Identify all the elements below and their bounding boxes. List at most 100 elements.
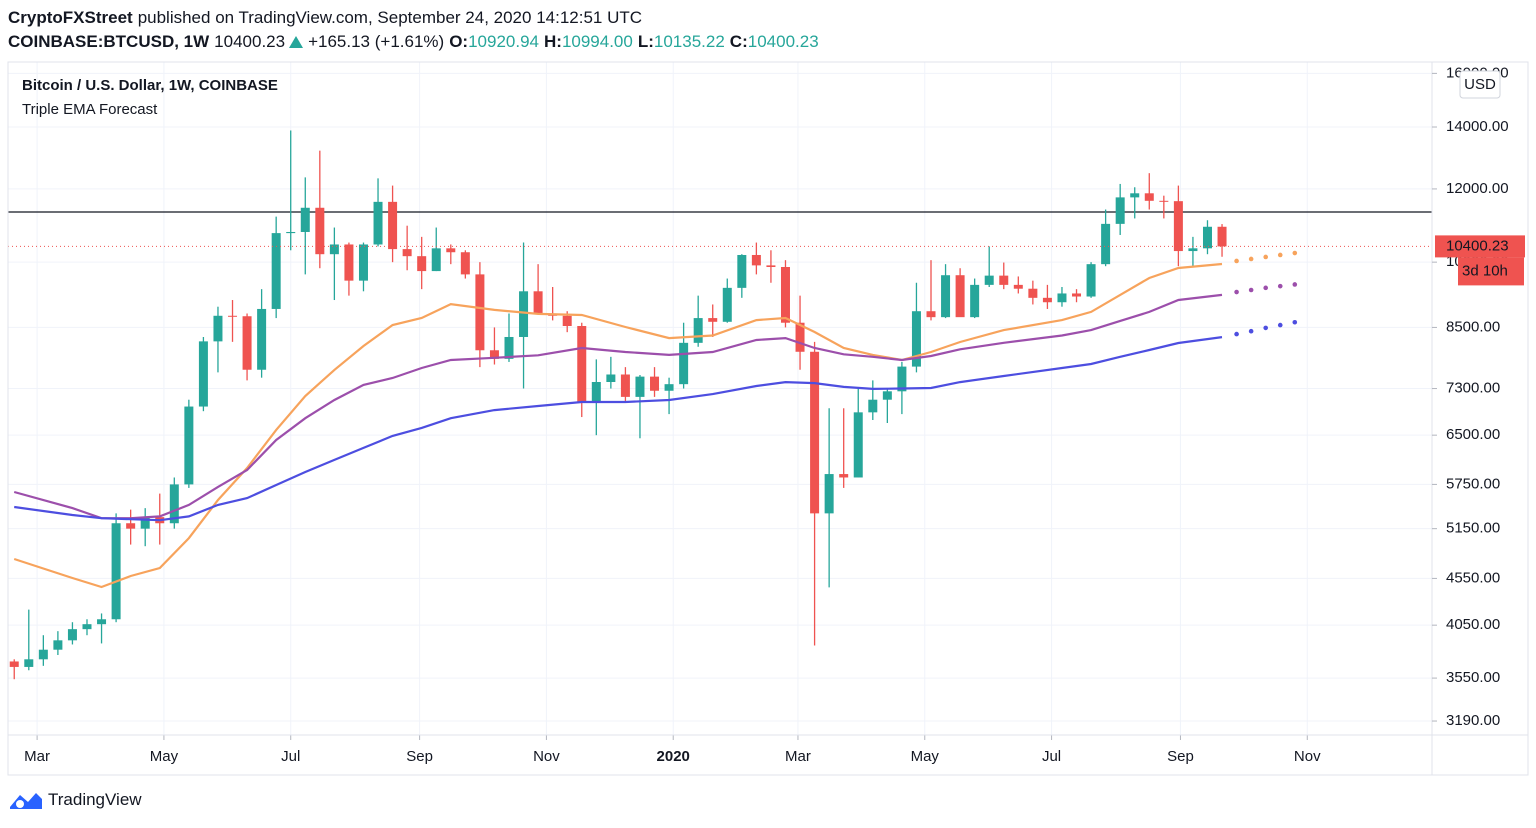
candle-body (1086, 264, 1096, 297)
candle-body (1159, 200, 1169, 202)
open-label: O: (449, 32, 469, 51)
candle-body (824, 474, 834, 514)
y-tick-label: 5150.00 (1446, 520, 1500, 537)
open-value: 10920.94 (468, 32, 539, 51)
candle-body (1028, 288, 1038, 298)
forecast-dot (1292, 282, 1298, 287)
forecast-dot (1277, 322, 1283, 328)
candle-body (999, 275, 1009, 285)
y-tick-label: 3190.00 (1446, 712, 1500, 729)
price-label: 10400.23 (1446, 237, 1509, 254)
forecast-dot (1263, 285, 1268, 291)
candle-body (111, 523, 121, 620)
candle-body (577, 326, 587, 402)
candle-body (606, 374, 616, 382)
candle-body (315, 207, 325, 255)
up-arrow (289, 36, 304, 48)
candle-body (97, 619, 107, 625)
forecast-dot (1234, 258, 1239, 264)
candle-body (853, 412, 863, 478)
candle-body (344, 244, 354, 281)
symbol: COINBASE:BTCUSD, 1W (8, 32, 210, 51)
brand: TradingView (48, 790, 142, 809)
candle-body (1072, 293, 1082, 297)
candle-body (1188, 248, 1198, 252)
x-tick-label: Nov (533, 748, 560, 765)
forecast-dot (1248, 287, 1254, 293)
candle-body (780, 266, 790, 323)
ema-line (13, 293, 1223, 520)
forecast-dot (1263, 325, 1268, 331)
x-tick-label: Mar (785, 748, 811, 765)
candle-body (140, 517, 150, 529)
candle-body (679, 342, 689, 385)
candle-body (1173, 201, 1183, 252)
chart-title: Bitcoin / U.S. Dollar, 1W, COINBASE (22, 77, 278, 94)
candle-body (1013, 284, 1023, 289)
candle-body (1115, 197, 1125, 224)
forecast-dot (1292, 250, 1298, 256)
candle-body (882, 391, 892, 400)
candle-body (737, 254, 747, 288)
low-value: 10135.22 (653, 32, 725, 51)
candle-body (839, 474, 849, 478)
candle-body (9, 661, 19, 667)
footer: TradingView (8, 789, 142, 811)
candle-body (402, 249, 412, 257)
candle-body (810, 351, 820, 514)
x-tick-label: Nov (1294, 748, 1321, 765)
candle-body (562, 315, 572, 327)
candle-body (970, 284, 980, 318)
publish-line: CryptoFXStreet published on TradingView.… (8, 6, 819, 30)
high-label: H: (543, 32, 562, 51)
candle-body (664, 384, 674, 391)
currency-button (1459, 70, 1501, 99)
candle-body (1130, 193, 1140, 198)
candle-body (722, 287, 732, 322)
candle-body (1217, 226, 1227, 247)
candle-body (431, 248, 441, 272)
y-tick-label: 7300.00 (1446, 380, 1500, 397)
candle-body (489, 350, 499, 359)
ema-line (13, 262, 1223, 589)
candle-body (300, 207, 310, 232)
candle-body (460, 252, 470, 275)
candle-body (373, 201, 383, 245)
x-tick-label: Jul (281, 748, 300, 765)
candle-body (286, 231, 296, 234)
forecast-dot (1234, 289, 1239, 295)
forecast-dot (1277, 283, 1283, 289)
y-tick-label: 8500.00 (1446, 318, 1500, 335)
x-tick-label: Mar (24, 748, 50, 765)
candle-body (984, 275, 994, 285)
candle-body (926, 311, 936, 318)
currency: USD (1464, 76, 1496, 93)
candle-body (1042, 297, 1052, 303)
x-tick-label: 2020 (657, 748, 690, 765)
candle-body (941, 275, 951, 318)
price-label-box (1435, 235, 1525, 258)
candle-body (24, 659, 34, 667)
y-tick-label: 4050.00 (1446, 616, 1500, 633)
header: CryptoFXStreet published on TradingView.… (8, 6, 819, 54)
close-value: 10400.23 (747, 32, 819, 51)
candle-body (271, 233, 281, 309)
y-tick-label: 12000.00 (1446, 180, 1509, 197)
candle-body (358, 244, 368, 281)
x-tick-label: Sep (406, 748, 433, 765)
candle-body (67, 629, 77, 641)
candle-body (911, 311, 921, 367)
last-price: 10400.23 (214, 32, 286, 51)
candle-body (53, 640, 63, 650)
candle-body (1101, 223, 1111, 265)
chart-subtitle: Triple EMA Forecast (22, 101, 158, 118)
plot (8, 62, 1432, 735)
x-tick-label: Jul (1042, 748, 1061, 765)
y-tick-label: 5750.00 (1446, 475, 1500, 492)
candle-body (82, 624, 92, 630)
candle-body (795, 322, 805, 352)
forecast-dot (1248, 256, 1254, 262)
candle-body (329, 244, 339, 255)
